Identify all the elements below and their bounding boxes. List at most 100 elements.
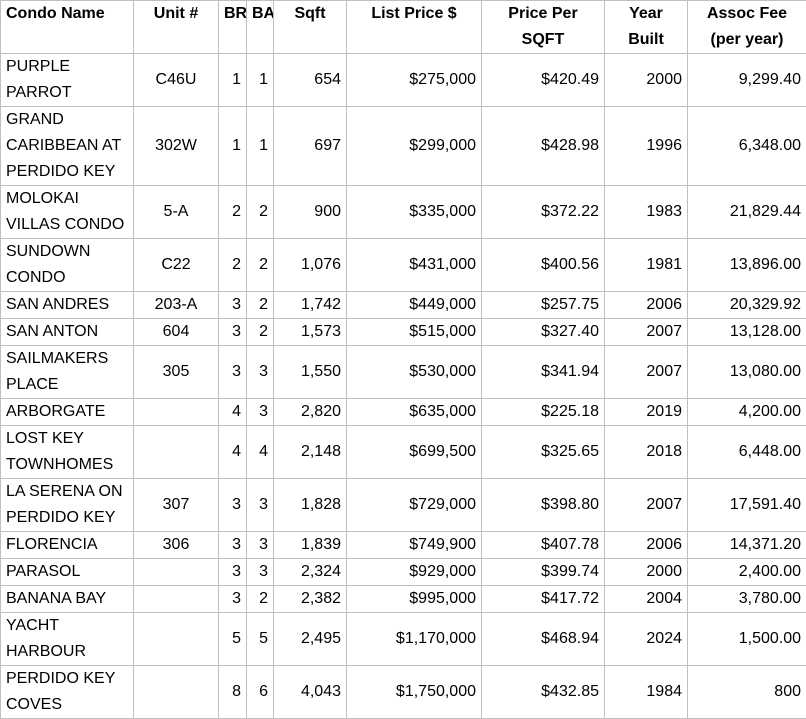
cell-sqft[interactable]: 900: [273, 185, 347, 239]
cell-name[interactable]: PERDIDO KEY COVES: [0, 665, 134, 719]
cell-price-per-sqft[interactable]: $327.40: [481, 318, 605, 346]
cell-list-price[interactable]: $929,000: [346, 558, 482, 586]
cell-year-built[interactable]: 1984: [604, 665, 688, 719]
cell-list-price[interactable]: $431,000: [346, 238, 482, 292]
cell-price-per-sqft[interactable]: $400.56: [481, 238, 605, 292]
cell-assoc-fee[interactable]: 13,896.00: [687, 238, 806, 292]
cell-assoc-fee[interactable]: 17,591.40: [687, 478, 806, 532]
cell-br[interactable]: 3: [218, 585, 247, 613]
cell-assoc-fee[interactable]: 3,780.00: [687, 585, 806, 613]
cell-ba[interactable]: 2: [246, 238, 274, 292]
cell-ba[interactable]: 6: [246, 665, 274, 719]
cell-name[interactable]: LA SERENA ON PERDIDO KEY: [0, 478, 134, 532]
cell-ba[interactable]: 4: [246, 425, 274, 479]
cell-price-per-sqft[interactable]: $398.80: [481, 478, 605, 532]
cell-unit[interactable]: 604: [133, 318, 219, 346]
column-header-br[interactable]: BR: [218, 0, 247, 54]
cell-name[interactable]: MOLOKAI VILLAS CONDO: [0, 185, 134, 239]
cell-br[interactable]: 5: [218, 612, 247, 666]
cell-price-per-sqft[interactable]: $372.22: [481, 185, 605, 239]
cell-br[interactable]: 3: [218, 478, 247, 532]
cell-list-price[interactable]: $729,000: [346, 478, 482, 532]
cell-unit[interactable]: 307: [133, 478, 219, 532]
cell-name[interactable]: LOST KEY TOWNHOMES: [0, 425, 134, 479]
cell-price-per-sqft[interactable]: $428.98: [481, 106, 605, 186]
cell-br[interactable]: 3: [218, 531, 247, 559]
cell-name[interactable]: SUNDOWN CONDO: [0, 238, 134, 292]
cell-price-per-sqft[interactable]: $420.49: [481, 53, 605, 107]
cell-list-price[interactable]: $515,000: [346, 318, 482, 346]
cell-price-per-sqft[interactable]: $257.75: [481, 291, 605, 319]
cell-unit[interactable]: [133, 585, 219, 613]
cell-price-per-sqft[interactable]: $468.94: [481, 612, 605, 666]
cell-sqft[interactable]: 654: [273, 53, 347, 107]
cell-list-price[interactable]: $699,500: [346, 425, 482, 479]
cell-br[interactable]: 3: [218, 558, 247, 586]
column-header-assoc-fee[interactable]: Assoc Fee (per year): [687, 0, 806, 54]
cell-sqft[interactable]: 4,043: [273, 665, 347, 719]
cell-unit[interactable]: [133, 425, 219, 479]
cell-sqft[interactable]: 2,495: [273, 612, 347, 666]
cell-ba[interactable]: 3: [246, 478, 274, 532]
cell-year-built[interactable]: 2018: [604, 425, 688, 479]
cell-assoc-fee[interactable]: 4,200.00: [687, 398, 806, 426]
cell-ba[interactable]: 3: [246, 345, 274, 399]
cell-name[interactable]: SAN ANDRES: [0, 291, 134, 319]
cell-sqft[interactable]: 1,550: [273, 345, 347, 399]
column-header-unit[interactable]: Unit #: [133, 0, 219, 54]
cell-year-built[interactable]: 2007: [604, 345, 688, 399]
cell-br[interactable]: 3: [218, 291, 247, 319]
cell-price-per-sqft[interactable]: $341.94: [481, 345, 605, 399]
cell-ba[interactable]: 5: [246, 612, 274, 666]
cell-br[interactable]: 8: [218, 665, 247, 719]
cell-list-price[interactable]: $1,750,000: [346, 665, 482, 719]
cell-unit[interactable]: 302W: [133, 106, 219, 186]
cell-ba[interactable]: 3: [246, 531, 274, 559]
cell-assoc-fee[interactable]: 14,371.20: [687, 531, 806, 559]
cell-year-built[interactable]: 2006: [604, 291, 688, 319]
cell-name[interactable]: SAILMAKERS PLACE: [0, 345, 134, 399]
cell-br[interactable]: 2: [218, 185, 247, 239]
cell-sqft[interactable]: 1,839: [273, 531, 347, 559]
cell-unit[interactable]: [133, 558, 219, 586]
cell-name[interactable]: BANANA BAY: [0, 585, 134, 613]
cell-assoc-fee[interactable]: 1,500.00: [687, 612, 806, 666]
cell-sqft[interactable]: 1,573: [273, 318, 347, 346]
column-header-price-per-sqft[interactable]: Price Per SQFT: [481, 0, 605, 54]
cell-ba[interactable]: 1: [246, 53, 274, 107]
cell-price-per-sqft[interactable]: $225.18: [481, 398, 605, 426]
cell-unit[interactable]: [133, 612, 219, 666]
cell-assoc-fee[interactable]: 6,448.00: [687, 425, 806, 479]
cell-unit[interactable]: [133, 665, 219, 719]
cell-br[interactable]: 3: [218, 345, 247, 399]
cell-assoc-fee[interactable]: 800: [687, 665, 806, 719]
cell-sqft[interactable]: 2,324: [273, 558, 347, 586]
cell-unit[interactable]: C22: [133, 238, 219, 292]
cell-sqft[interactable]: 2,820: [273, 398, 347, 426]
cell-name[interactable]: PURPLE PARROT: [0, 53, 134, 107]
cell-year-built[interactable]: 1981: [604, 238, 688, 292]
cell-unit[interactable]: 305: [133, 345, 219, 399]
cell-sqft[interactable]: 1,742: [273, 291, 347, 319]
cell-price-per-sqft[interactable]: $325.65: [481, 425, 605, 479]
cell-ba[interactable]: 3: [246, 558, 274, 586]
cell-list-price[interactable]: $530,000: [346, 345, 482, 399]
cell-sqft[interactable]: 2,382: [273, 585, 347, 613]
cell-br[interactable]: 4: [218, 425, 247, 479]
cell-list-price[interactable]: $275,000: [346, 53, 482, 107]
cell-name[interactable]: GRAND CARIBBEAN AT PERDIDO KEY: [0, 106, 134, 186]
cell-list-price[interactable]: $449,000: [346, 291, 482, 319]
cell-unit[interactable]: 203-A: [133, 291, 219, 319]
column-header-sqft[interactable]: Sqft: [273, 0, 347, 54]
cell-year-built[interactable]: 2007: [604, 478, 688, 532]
column-header-name[interactable]: Condo Name: [0, 0, 134, 54]
cell-sqft[interactable]: 2,148: [273, 425, 347, 479]
cell-unit[interactable]: C46U: [133, 53, 219, 107]
cell-ba[interactable]: 2: [246, 185, 274, 239]
cell-assoc-fee[interactable]: 6,348.00: [687, 106, 806, 186]
cell-list-price[interactable]: $335,000: [346, 185, 482, 239]
cell-year-built[interactable]: 2000: [604, 558, 688, 586]
cell-year-built[interactable]: 2000: [604, 53, 688, 107]
cell-year-built[interactable]: 2006: [604, 531, 688, 559]
cell-year-built[interactable]: 1983: [604, 185, 688, 239]
